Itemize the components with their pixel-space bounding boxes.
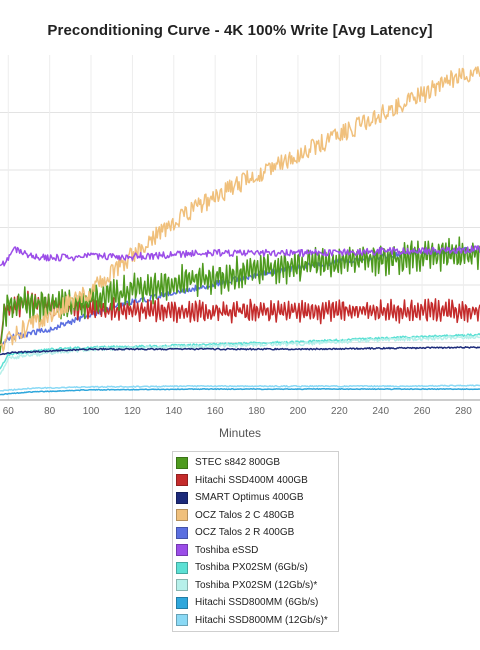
series-line-ocz-talos-2-c-480gb [0,66,480,352]
legend-label: Hitachi SSD400M 400GB [195,474,308,486]
series-line-smart-optimus-400gb [0,346,480,356]
legend-item: Toshiba PX02SM (12Gb/s)* [173,577,338,595]
legend-label: Hitachi SSD800MM (6Gb/s) [195,597,319,609]
series-line-hitachi-ssd800mm-6gb-s [0,387,480,396]
legend-label: Toshiba eSSD [195,544,259,556]
x-tick-label: 80 [44,406,56,417]
legend-item: STEC s842 800GB [173,454,338,472]
series-line-toshiba-essd [0,245,480,267]
x-tick-label: 200 [290,406,307,417]
x-tick-label: 60 [3,406,15,417]
x-tick-label: 100 [83,406,100,417]
legend-item: OCZ Talos 2 C 480GB [173,507,338,525]
legend-item: OCZ Talos 2 R 400GB [173,524,338,542]
x-tick-label: 120 [124,406,141,417]
x-tick-label: 260 [414,406,431,417]
plot-area: 60 80 100 120 140 160 180 200 220 240 260 280 Minute… [0,55,480,440]
chart-title: Preconditioning Curve - 4K 100% Write [A… [47,22,433,39]
series-line-hitachi-ssd800mm-12gb-s [0,384,480,392]
legend-item: Hitachi SSD400M 400GB [173,472,338,490]
x-axis: 60 80 100 120 140 160 180 200 220 240 260 280 Minute… [0,399,480,440]
x-tick-label: 240 [372,406,389,417]
legend-swatch [176,456,188,469]
legend-swatch [176,526,188,539]
series-lines [0,66,480,396]
legend-swatch [176,561,188,574]
legend-label: Toshiba PX02SM (6Gb/s) [195,562,308,574]
legend-item: SMART Optimus 400GB [173,489,338,507]
legend-item: Hitachi SSD800MM (12Gb/s)* [173,612,338,630]
legend-swatch [176,491,188,504]
legend-swatch [176,474,188,487]
legend-item: Toshiba eSSD [173,542,338,560]
legend-label: OCZ Talos 2 R 400GB [195,527,295,539]
legend-item: Hitachi SSD800MM (6Gb/s) [173,594,338,612]
x-axis-label: Minutes [219,426,261,440]
series-line-stec-s842-800gb [0,236,480,353]
gridlines [0,55,480,401]
legend-swatch [176,544,188,557]
legend-swatch [176,596,188,609]
legend-label: Toshiba PX02SM (12Gb/s)* [195,579,318,591]
x-tick-label: 140 [165,406,182,417]
legend-label: Hitachi SSD800MM (12Gb/s)* [195,614,328,626]
legend: STEC s842 800GB Hitachi SSD400M 400GB SMAR… [172,451,339,632]
series-line-ocz-talos-2-r-400gb [0,246,480,347]
legend-item: Toshiba PX02SM (6Gb/s) [173,559,338,577]
legend-swatch [176,579,188,592]
legend-label: STEC s842 800GB [195,457,281,469]
legend-swatch [176,509,188,522]
x-tick-label: 280 [455,406,472,417]
x-tick-label: 180 [248,406,265,417]
legend-swatch [176,614,188,627]
legend-label: OCZ Talos 2 C 480GB [195,509,295,521]
x-tick-label: 160 [207,406,224,417]
series-line-toshiba-px02sm-12gb-s [0,334,480,375]
x-tick-label: 220 [331,406,348,417]
legend-label: SMART Optimus 400GB [195,492,304,504]
